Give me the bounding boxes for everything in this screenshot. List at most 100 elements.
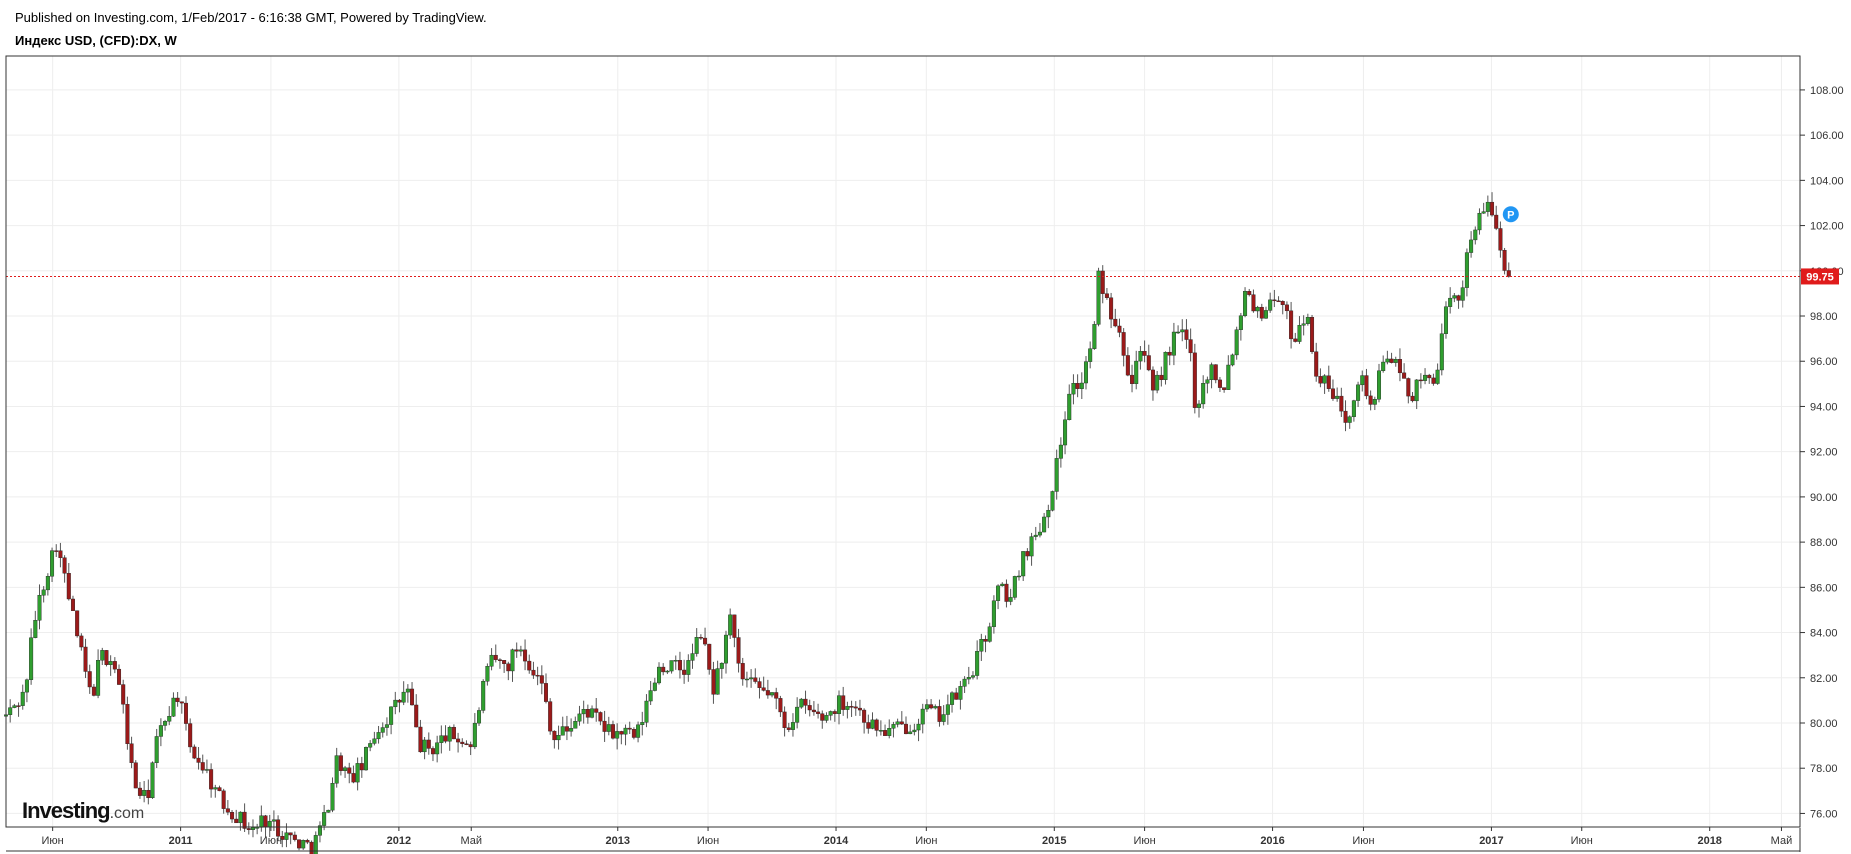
candle-down: [397, 699, 402, 703]
candle-down: [1217, 379, 1222, 388]
candle-down: [619, 731, 624, 735]
candle-up: [301, 840, 306, 849]
candle-up: [1079, 382, 1084, 389]
candle-down: [1184, 329, 1189, 340]
candle-down: [857, 707, 862, 711]
candle-down: [736, 637, 741, 664]
candle-up: [322, 812, 327, 826]
candle-down: [91, 686, 96, 696]
candle-down: [443, 735, 448, 742]
candle-down: [732, 614, 737, 638]
candle-up: [1054, 458, 1059, 492]
candle-up: [1351, 400, 1356, 417]
candle-down: [1100, 270, 1105, 294]
candle-up: [652, 682, 657, 691]
candle-down: [954, 692, 959, 700]
candle-up: [569, 728, 574, 732]
candle-up: [950, 692, 955, 705]
candle-down: [133, 762, 138, 789]
candle-down: [1188, 339, 1193, 354]
candle-up: [556, 735, 561, 741]
candle-up: [376, 732, 381, 740]
candle-up: [1163, 351, 1168, 380]
candle-down: [309, 841, 314, 854]
candle-up: [1268, 299, 1273, 311]
candle-down: [1075, 383, 1080, 389]
candle-down: [1130, 374, 1135, 384]
candle-down: [527, 660, 532, 671]
candle-up: [108, 661, 113, 665]
candle-down: [1222, 387, 1227, 390]
candle-up: [384, 724, 389, 728]
candle-down: [1121, 332, 1126, 356]
candle-up: [154, 736, 159, 763]
y-tick-label: 78.00: [1810, 763, 1838, 775]
y-axis: 76.00 78.00 80.00 82.00 84.00 86.00 88.00 90.00…: [1800, 85, 1844, 820]
candle-up: [1305, 317, 1310, 324]
overlays: P: [6, 206, 1800, 277]
candle-down: [464, 743, 469, 745]
candle-down: [418, 726, 423, 753]
candle-up: [1092, 324, 1097, 349]
candle-down: [1431, 377, 1436, 384]
candle-down: [1326, 375, 1331, 389]
candle-up: [368, 743, 373, 748]
candle-up: [100, 650, 105, 661]
candle-up: [1423, 374, 1428, 381]
candle-up: [790, 722, 795, 730]
candle-up: [238, 811, 243, 824]
candle-up: [1063, 419, 1068, 446]
candle-down: [1284, 304, 1289, 312]
candle-up: [1439, 333, 1444, 371]
candle-up: [96, 660, 101, 696]
candle-down: [1276, 300, 1281, 303]
candle-up: [577, 713, 582, 722]
candle-down: [221, 790, 226, 809]
candle-up: [891, 724, 896, 729]
candle-up: [916, 723, 921, 731]
candle-up: [313, 835, 318, 854]
candle-up: [363, 747, 368, 771]
candle-up: [41, 589, 46, 596]
candle-up: [158, 725, 163, 737]
candle-down: [1456, 295, 1461, 301]
x-tick-label: Июн: [42, 835, 64, 847]
candle-up: [12, 705, 17, 708]
x-tick-label: Июн: [697, 835, 719, 847]
y-tick-label: 94.00: [1810, 401, 1838, 413]
candle-down: [209, 769, 214, 790]
candle-down: [1117, 325, 1122, 333]
logo-wordmark: Investing: [22, 798, 111, 823]
candle-down: [188, 723, 193, 748]
candle-up: [1443, 306, 1448, 334]
candle-down: [1410, 395, 1415, 402]
candle-down: [1004, 583, 1009, 602]
candle-down: [410, 688, 415, 706]
x-axis: Июн 2011 Июн 2012 Май 2013 Июн 2014 Июн 2015 Июн 20…: [6, 827, 1800, 852]
candle-up: [623, 727, 628, 735]
candle-down: [594, 708, 599, 713]
candle-down: [782, 711, 787, 728]
candle-down: [460, 741, 465, 744]
y-tick-label: 82.00: [1810, 673, 1838, 685]
candle-up: [560, 726, 565, 736]
candle-up: [326, 809, 331, 813]
candle-up: [1071, 383, 1076, 395]
candle-down: [523, 649, 528, 662]
candle-up: [1155, 374, 1160, 391]
candle-down: [117, 668, 122, 685]
x-tick-label: Май: [1771, 835, 1793, 847]
candle-down: [351, 773, 356, 783]
candle-down: [359, 763, 364, 771]
y-tick-label: 106.00: [1810, 130, 1844, 142]
candle-up: [1485, 201, 1490, 212]
y-tick-label: 88.00: [1810, 537, 1838, 549]
candle-down: [242, 811, 247, 829]
candle-down: [874, 719, 879, 731]
candle-down: [246, 828, 251, 830]
candle-down: [83, 646, 88, 672]
candle-up: [615, 731, 620, 739]
candle-down: [1146, 355, 1151, 371]
x-tick-label: 2018: [1697, 835, 1721, 847]
